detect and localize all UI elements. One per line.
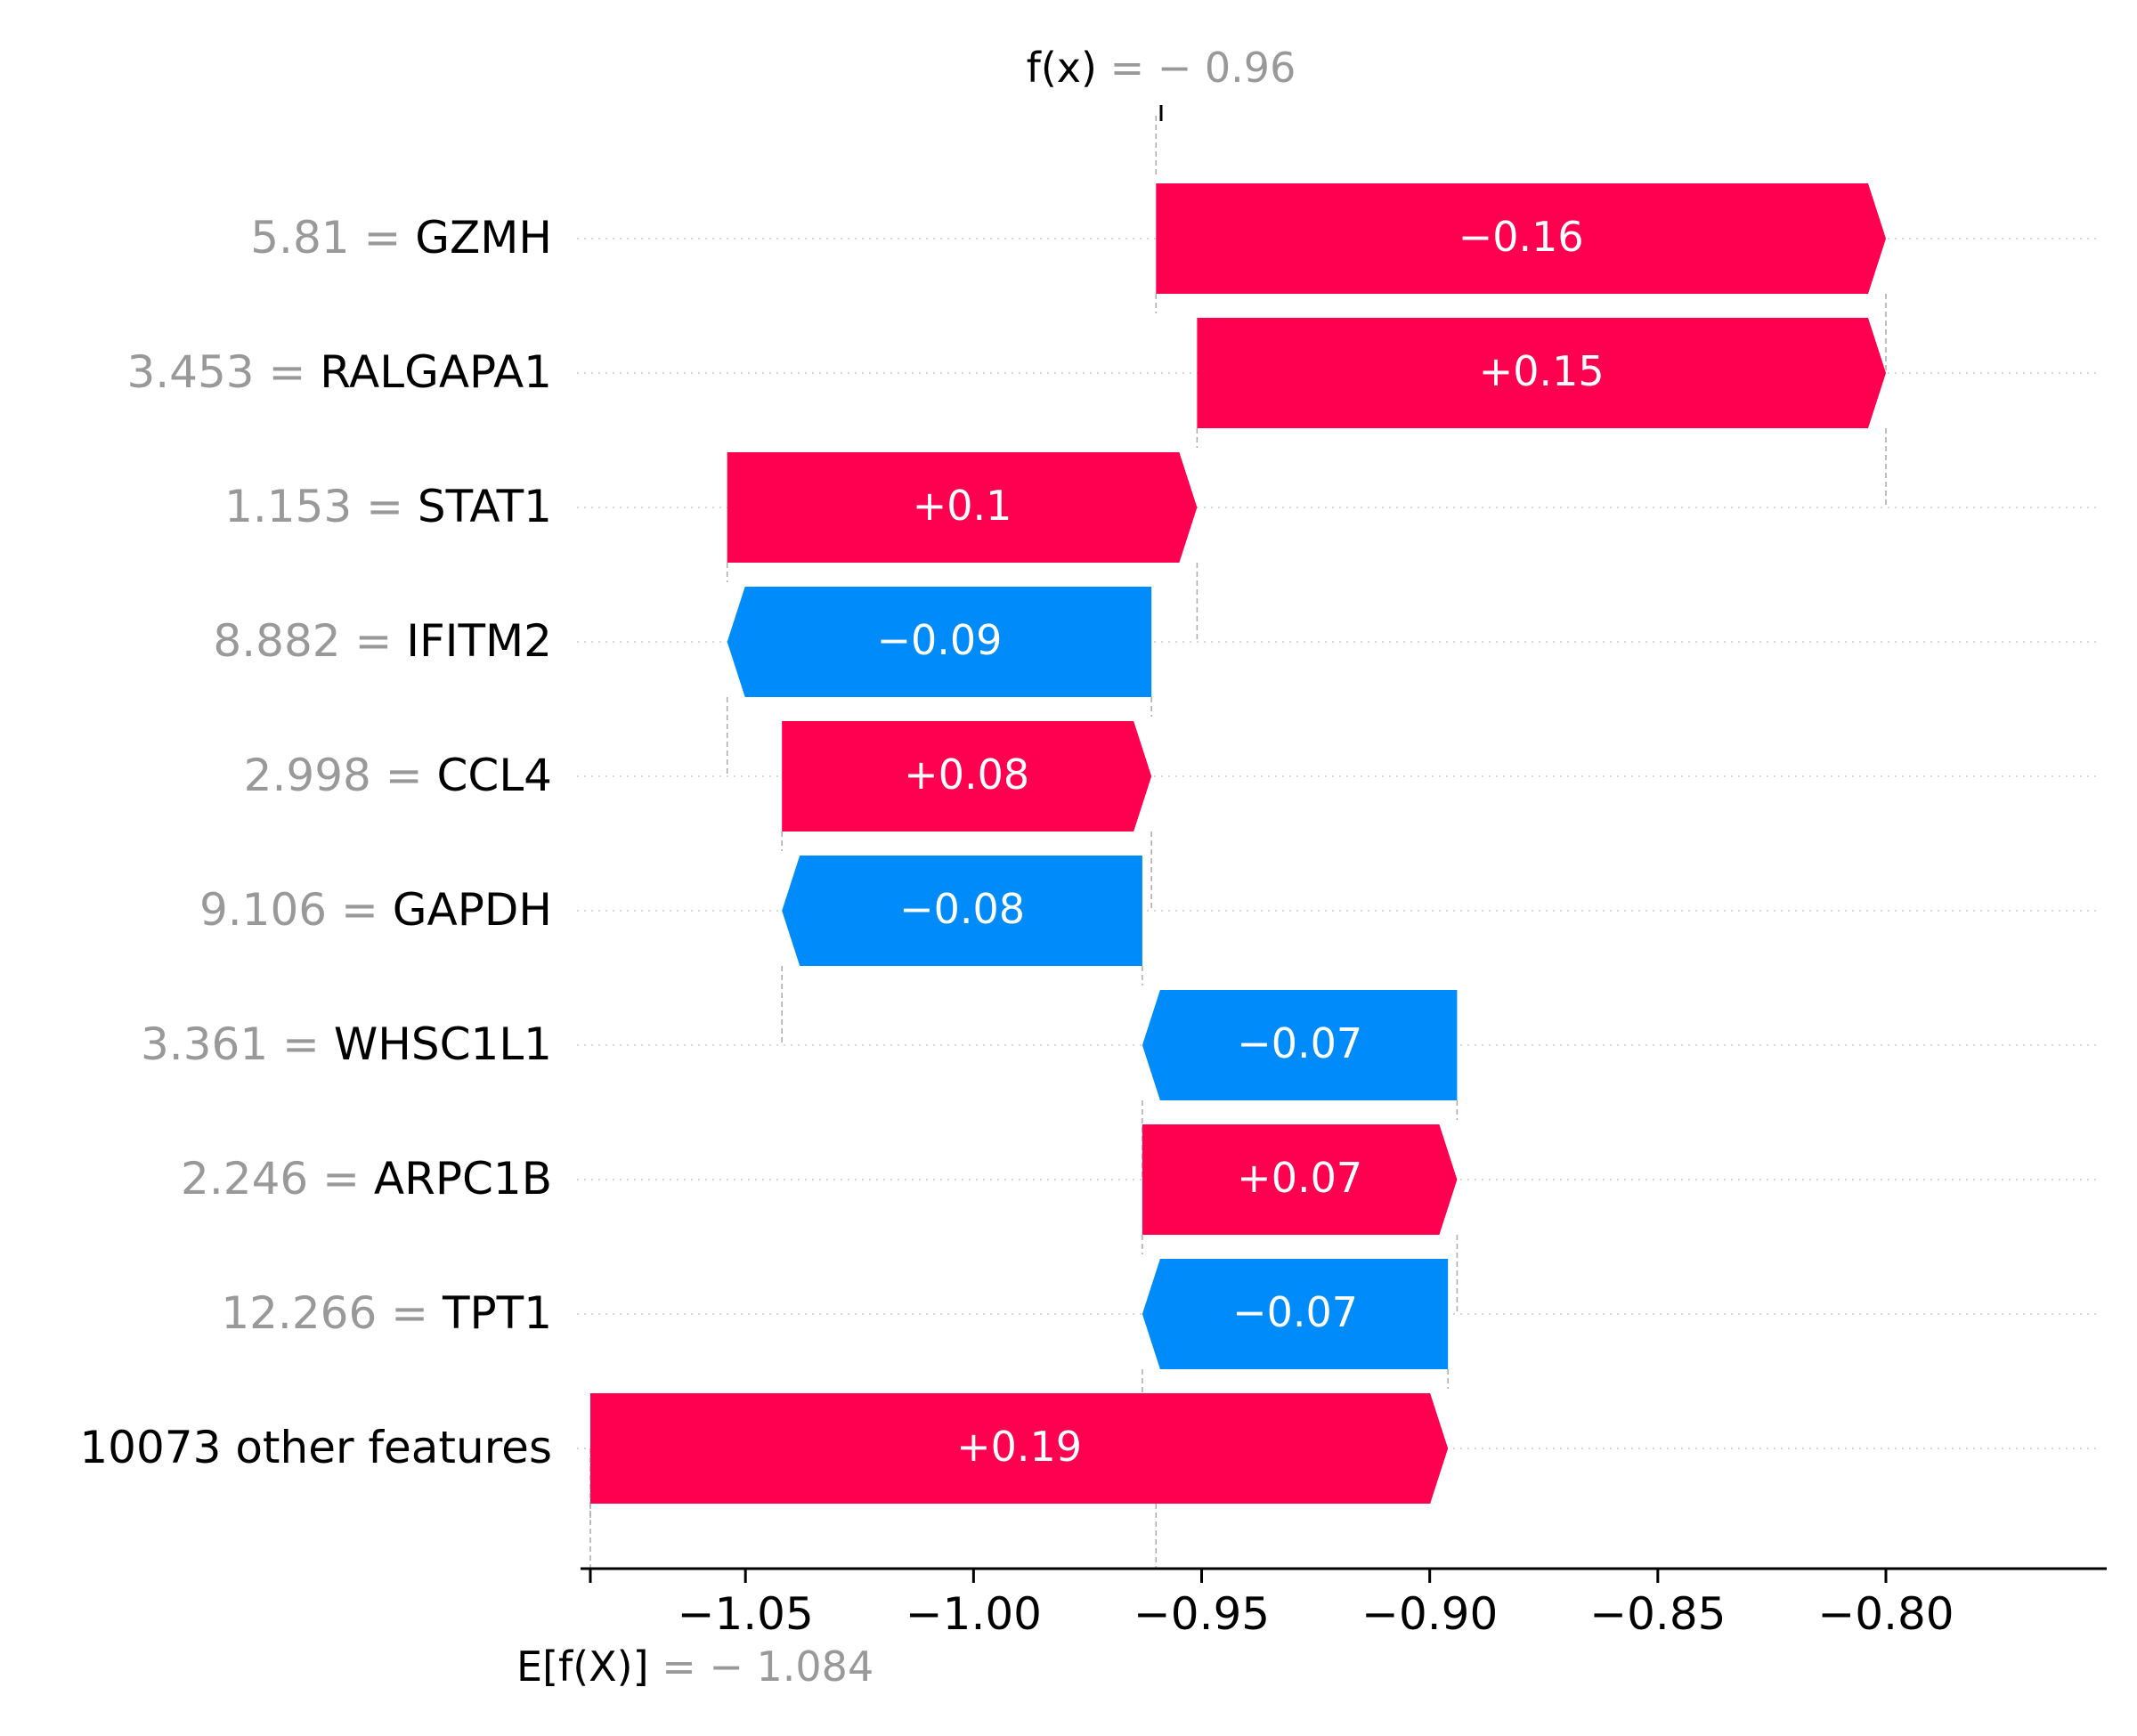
x-tick-label: −0.95	[1134, 1588, 1270, 1640]
bar-label: +0.1	[913, 482, 1012, 530]
bar-label: −0.16	[1459, 213, 1584, 261]
label-value: = − 0.96	[1110, 44, 1296, 92]
feature-name: ARPC1B	[374, 1153, 552, 1205]
feature-value: 1.153 =	[224, 481, 418, 532]
feature-name: STAT1	[418, 481, 552, 532]
feature-value: 2.246 =	[181, 1153, 374, 1205]
bar-stat1	[727, 452, 1198, 563]
feature-labels: 5.81 = GZMH 3.453 = RALGAPA1 1.153 = STAT1…	[79, 212, 552, 1473]
feature-value: 3.361 =	[141, 1018, 334, 1070]
bar-label: +0.07	[1237, 1154, 1362, 1202]
feature-value: 12.266 =	[221, 1287, 443, 1339]
connector-lines	[589, 116, 1887, 1569]
feature-label: 5.81 = GZMH	[250, 212, 552, 264]
bar-label: +0.15	[1479, 347, 1605, 395]
feature-name: CCL4	[437, 750, 553, 801]
label-expression: E[f(X)]	[516, 1643, 662, 1691]
bar-ifitm2	[727, 587, 1152, 697]
label-value: = − 1.084	[662, 1643, 873, 1691]
bar-10073-other-features	[590, 1393, 1449, 1504]
fx-label: f(x) = − 0.96	[1027, 44, 1296, 92]
feature-label: 2.246 = ARPC1B	[181, 1153, 552, 1205]
bar-ccl4	[782, 721, 1152, 831]
feature-value: 3.453 =	[126, 346, 320, 398]
feature-name: WHSC1L1	[334, 1018, 552, 1070]
bar-label: +0.19	[956, 1423, 1082, 1471]
feature-value: 5.81 =	[250, 212, 415, 264]
bar-label: −0.09	[876, 616, 1002, 664]
feature-name: IFITM2	[406, 615, 552, 667]
feature-name: TPT1	[442, 1287, 552, 1339]
feature-value: 2.998 =	[244, 750, 437, 801]
bar-ralgapa1	[1197, 318, 1886, 428]
bar-label: +0.08	[904, 750, 1029, 799]
bar-label: −0.07	[1232, 1288, 1358, 1336]
feature-label: 3.361 = WHSC1L1	[141, 1018, 552, 1070]
feature-name: RALGAPA1	[320, 346, 552, 398]
bars	[590, 183, 1886, 1504]
x-tick-label: −1.00	[906, 1588, 1042, 1640]
bar-gapdh	[782, 856, 1142, 966]
feature-name: GZMH	[415, 212, 552, 264]
feature-label: 1.153 = STAT1	[224, 481, 552, 532]
feature-label: 8.882 = IFITM2	[213, 615, 552, 667]
label-expression: f(x)	[1027, 44, 1110, 92]
bar-gzmh	[1156, 183, 1886, 294]
feature-label: 12.266 = TPT1	[221, 1287, 552, 1339]
feature-label: 9.106 = GAPDH	[199, 884, 552, 936]
x-tick-label: −0.80	[1817, 1588, 1954, 1640]
feature-label: 2.998 = CCL4	[244, 750, 552, 801]
bar-label: −0.07	[1237, 1019, 1362, 1067]
bar-tpt1	[1142, 1259, 1449, 1369]
bar-arpc1b	[1142, 1124, 1458, 1235]
feature-label: 10073 other features	[79, 1422, 552, 1473]
x-axis: −1.05 −1.00 −0.95 −0.90 −0.85 −0.80	[581, 1567, 2107, 1640]
x-tick-label: −0.85	[1589, 1588, 1726, 1640]
feature-name: GAPDH	[393, 884, 552, 936]
feature-value: 9.106 =	[199, 884, 393, 936]
bar-label: −0.08	[899, 885, 1025, 933]
feature-name: 10073 other features	[79, 1422, 552, 1473]
bar-whsc1l1	[1142, 990, 1458, 1100]
bar-labels: −0.16 +0.15 +0.1 −0.09 +0.08 −0.08 −0.07 +0.07 −…	[876, 213, 1604, 1471]
feature-label: 3.453 = RALGAPA1	[126, 346, 552, 398]
x-tick-label: −1.05	[678, 1588, 814, 1640]
feature-value: 8.882 =	[213, 615, 406, 667]
efx-label: E[f(X)] = − 1.084	[516, 1643, 873, 1691]
x-tick-label: −0.90	[1361, 1588, 1498, 1640]
